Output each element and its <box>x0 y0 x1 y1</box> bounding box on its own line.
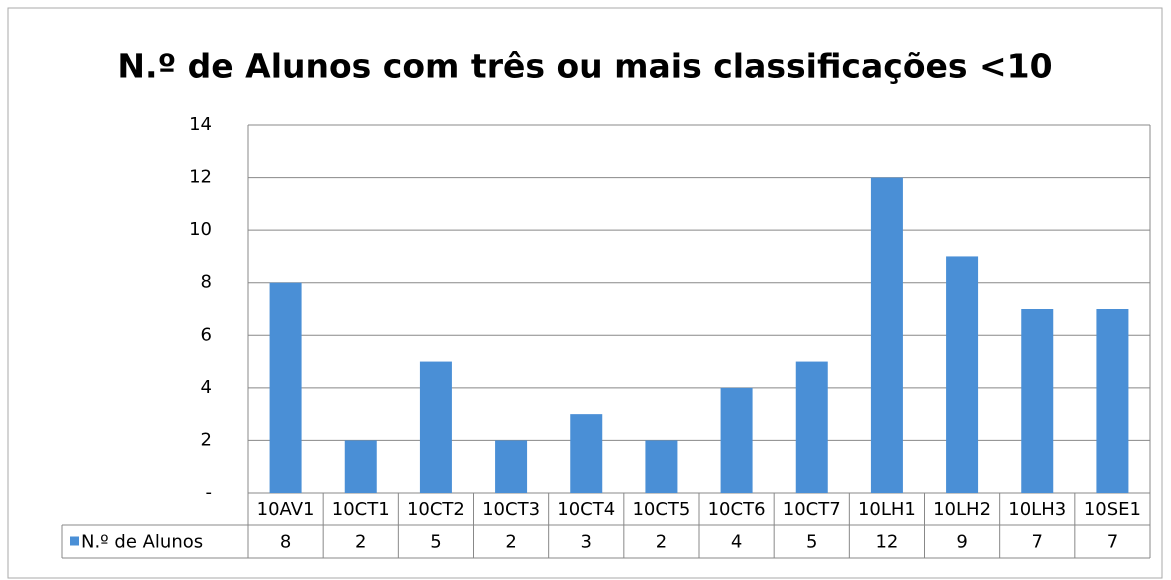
y-tick-label: 12 <box>189 167 212 188</box>
table-value: 7 <box>1107 532 1118 553</box>
x-tick-label: 10CT5 <box>632 499 690 520</box>
x-tick-label: 10AV1 <box>257 499 315 520</box>
bar <box>946 256 979 493</box>
bar <box>419 361 452 493</box>
x-tick-label: 10CT1 <box>332 499 390 520</box>
table-value: 4 <box>731 532 742 553</box>
legend-swatch <box>70 536 79 546</box>
y-tick-label: 2 <box>201 429 212 450</box>
x-tick-label: 10LH3 <box>1008 499 1066 520</box>
table-value: 2 <box>656 532 667 553</box>
bar <box>570 414 603 493</box>
legend-label: N.º de Alunos <box>81 532 203 553</box>
x-tick-label: 10CT7 <box>783 499 841 520</box>
bar <box>645 440 678 493</box>
y-tick-label: 4 <box>201 377 212 398</box>
table-value: 5 <box>806 532 817 553</box>
bar <box>269 282 302 493</box>
x-tick-label: 10LH2 <box>933 499 991 520</box>
table-value: 3 <box>581 532 592 553</box>
y-tick-label: 14 <box>189 114 212 135</box>
bar <box>344 440 377 493</box>
x-tick-label: 10CT4 <box>557 499 615 520</box>
bar <box>1021 309 1054 493</box>
x-tick-label: 10CT2 <box>407 499 465 520</box>
table-value: 9 <box>956 532 967 553</box>
x-tick-label: 10CT3 <box>482 499 540 520</box>
y-tick-label: - <box>206 482 213 503</box>
table-value: 2 <box>505 532 516 553</box>
x-tick-label: 10LH1 <box>858 499 916 520</box>
y-tick-label: 10 <box>189 219 212 240</box>
bar <box>795 361 828 493</box>
x-tick-label: 10CT6 <box>708 499 766 520</box>
table-value: 2 <box>355 532 366 553</box>
table-value: 7 <box>1032 532 1043 553</box>
bar <box>870 177 903 494</box>
chart-title: N.º de Alunos com três ou mais classific… <box>117 47 1052 86</box>
bar <box>1096 309 1129 493</box>
x-tick-label: 10SE1 <box>1084 499 1141 520</box>
table-value: 5 <box>430 532 441 553</box>
bar <box>720 387 753 493</box>
y-tick-label: 6 <box>201 324 212 345</box>
table-value: 8 <box>280 532 291 553</box>
bar <box>495 440 528 493</box>
y-tick-label: 8 <box>201 272 212 293</box>
table-value: 12 <box>875 532 898 553</box>
